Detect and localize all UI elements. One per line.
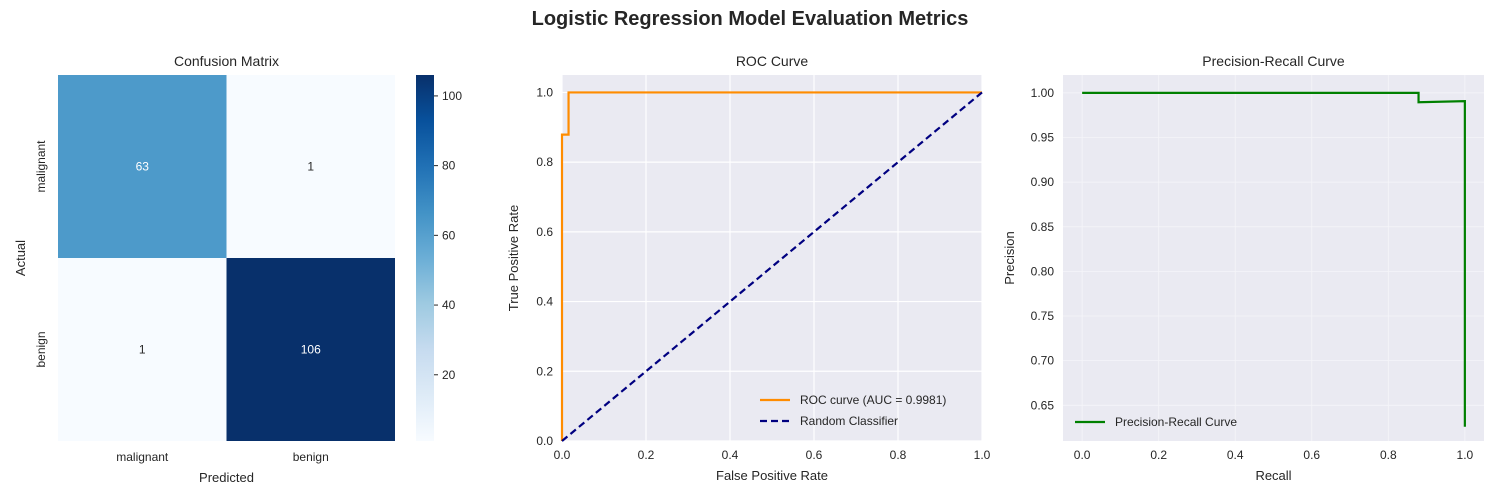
heatmap-cell-value: 106 — [301, 343, 321, 357]
roc-curve-panel: 0.0 0.2 0.4 0.6 0.8 1.0 0.0 0.2 0.4 0.6 0.8 1.0 ROC … — [506, 53, 991, 483]
y-tick-label: 0.95 — [1031, 130, 1055, 144]
x-tick-label: 1.0 — [974, 448, 991, 462]
y-tick-label: 0.80 — [1031, 264, 1055, 278]
y-axis-label: Precision — [1002, 231, 1017, 284]
x-tick-label: 1.0 — [1457, 448, 1474, 462]
x-tick-label: benign — [293, 450, 329, 464]
x-axis-label: Recall — [1255, 468, 1291, 483]
series-line — [561, 91, 983, 442]
y-tick-label: 1.00 — [1031, 86, 1055, 100]
colorbar-tick-label: 20 — [442, 368, 456, 382]
series-line — [560, 91, 982, 441]
x-tick-label: 0.8 — [1380, 448, 1397, 462]
y-tick-label: 0.70 — [1031, 354, 1055, 368]
heatmap-cell-value: 63 — [136, 160, 150, 174]
confusion-matrix-panel: Confusion Matrix 63 1 1 106 malignant benign ma… — [13, 53, 462, 485]
y-axis-label: True Positive Rate — [506, 205, 521, 311]
y-tick-label: 0.85 — [1031, 220, 1055, 234]
y-tick-label: 0.2 — [536, 364, 553, 378]
panel-title: Precision-Recall Curve — [1202, 53, 1345, 69]
legend-label: Precision-Recall Curve — [1115, 415, 1237, 429]
y-tick-label: 0.90 — [1031, 175, 1055, 189]
plot-background — [562, 75, 982, 441]
heatmap-cell — [226, 75, 395, 258]
y-tick-label: 0.0 — [536, 434, 553, 448]
x-tick-label: 0.6 — [1303, 448, 1320, 462]
x-axis-label: Predicted — [199, 470, 254, 485]
heatmap-cell — [226, 258, 395, 441]
panel-title: ROC Curve — [736, 53, 809, 69]
colorbar-tick-label: 60 — [442, 228, 456, 242]
y-tick-label: 0.65 — [1031, 398, 1055, 412]
y-tick-label: benign — [34, 331, 48, 367]
precision-recall-panel: 0.0 0.2 0.4 0.6 0.8 1.0 0.65 0.70 0.75 0.80 0.85 0.… — [1002, 53, 1484, 483]
x-tick-label: 0.0 — [1074, 448, 1091, 462]
x-axis-label: False Positive Rate — [716, 468, 828, 483]
colorbar-tick-label: 40 — [442, 298, 456, 312]
x-tick-label: 0.6 — [806, 448, 823, 462]
plot-background — [1063, 75, 1484, 441]
x-tick-label: 0.0 — [554, 448, 571, 462]
x-tick-label: 0.8 — [890, 448, 907, 462]
x-tick-label: 0.4 — [1227, 448, 1244, 462]
heatmap-cell — [58, 258, 227, 441]
confusion-matrix-title: Confusion Matrix — [174, 53, 279, 69]
series-line — [1082, 91, 1466, 427]
x-tick-label: malignant — [116, 450, 169, 464]
colorbar — [416, 75, 434, 441]
y-tick-label: 0.4 — [536, 295, 553, 309]
heatmap-cell — [58, 75, 227, 258]
legend-label: ROC curve (AUC = 0.9981) — [800, 393, 946, 407]
x-tick-label: 0.2 — [638, 448, 655, 462]
y-tick-label: 0.8 — [536, 155, 553, 169]
x-tick-label: 0.2 — [1150, 448, 1167, 462]
heatmap-cell-value: 1 — [307, 160, 314, 174]
y-tick-label: malignant — [34, 140, 48, 193]
y-axis-label: Actual — [13, 240, 28, 276]
y-tick-label: 0.6 — [536, 225, 553, 239]
legend-label: Random Classifier — [800, 414, 898, 428]
x-tick-label: 0.4 — [722, 448, 739, 462]
figure-title: Logistic Regression Model Evaluation Met… — [532, 8, 969, 30]
colorbar-tick-label: 80 — [442, 159, 456, 173]
y-tick-label: 0.75 — [1031, 309, 1055, 323]
y-tick-label: 1.0 — [536, 85, 553, 99]
colorbar-tick-label: 100 — [442, 89, 462, 103]
heatmap-cell-value: 1 — [139, 343, 146, 357]
